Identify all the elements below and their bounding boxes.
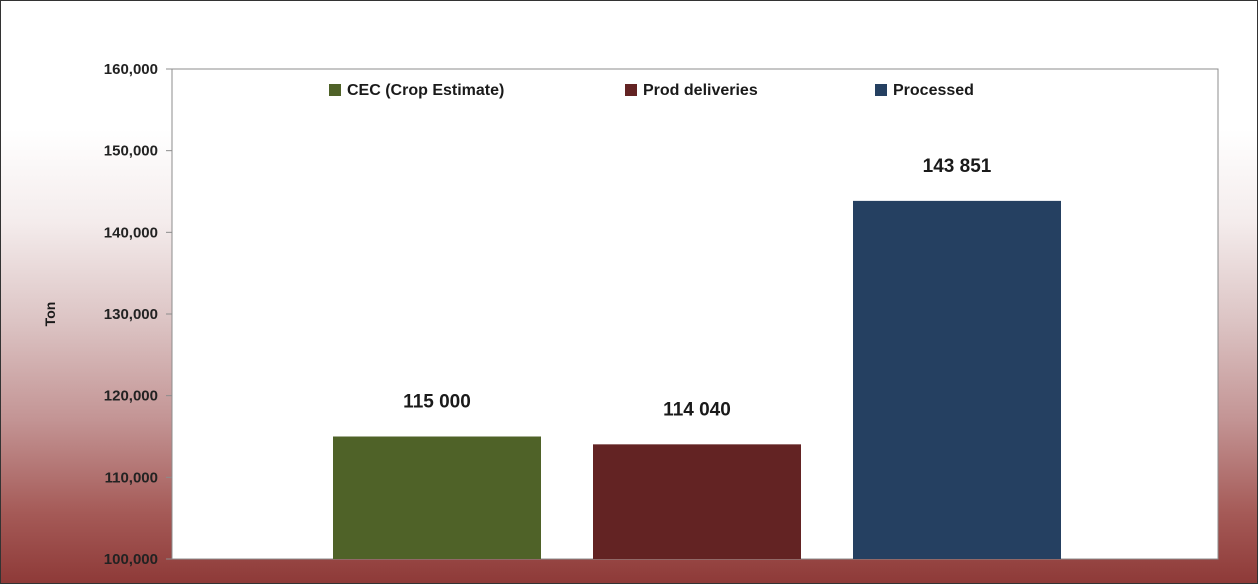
legend-label: CEC (Crop Estimate) [347, 82, 504, 99]
bar [593, 444, 801, 559]
data-label: 114 040 [663, 399, 731, 420]
legend: CEC (Crop Estimate) Prod deliveries Proces… [329, 82, 974, 99]
legend-label: Prod deliveries [643, 82, 758, 99]
legend-swatch [329, 84, 341, 96]
bar [333, 436, 541, 559]
y-tick-label: 130,000 [104, 306, 158, 323]
y-tick-label: 150,000 [104, 143, 158, 160]
y-axis-title: Ton [42, 302, 58, 327]
bar [853, 200, 1061, 560]
y-tick-label: 100,000 [104, 551, 158, 568]
y-tick-label: 120,000 [104, 388, 158, 405]
legend-swatch [875, 84, 887, 96]
legend-swatch [625, 84, 637, 96]
data-label: 115 000 [403, 392, 471, 413]
bars [333, 200, 1061, 560]
y-tick-label: 110,000 [105, 469, 158, 486]
y-tick-label: 140,000 [104, 224, 158, 241]
legend-label: Processed [893, 82, 974, 99]
y-axis: 100,000 110,000 120,000 130,000 140,000 150,0… [104, 61, 172, 568]
data-label: 143 851 [923, 156, 992, 177]
y-tick-label: 160,000 [104, 61, 158, 78]
data-labels: 115 000 114 040 143 851 [403, 156, 992, 420]
